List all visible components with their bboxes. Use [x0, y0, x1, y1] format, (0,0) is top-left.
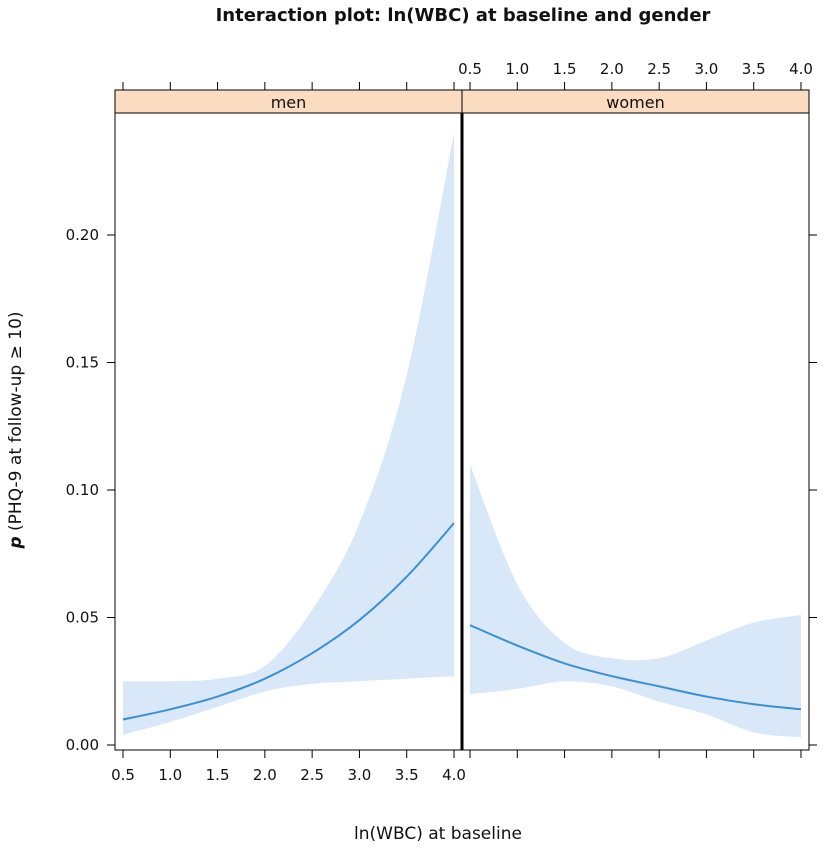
chart-title: Interaction plot: ln(WBC) at baseline an… [216, 5, 711, 26]
strip-label-women: women [606, 93, 664, 112]
y-tick-label-1: 0.05 [66, 609, 99, 627]
y-tick-label-4: 0.20 [66, 226, 99, 244]
strip-label-men: men [271, 93, 307, 112]
y-tick-label-3: 0.15 [66, 354, 99, 372]
x-tick-label-top-6: 3.5 [742, 60, 766, 78]
x-tick-label-bottom-3: 2.0 [253, 766, 277, 784]
confidence-band-women [470, 464, 801, 738]
x-tick-label-bottom-5: 3.0 [347, 766, 371, 784]
y-tick-label-0: 0.00 [66, 736, 99, 754]
x-tick-label-top-3: 2.0 [600, 60, 624, 78]
x-tick-label-bottom-2: 1.5 [206, 766, 230, 784]
x-tick-label-top-2: 1.5 [553, 60, 577, 78]
confidence-band-men [123, 133, 454, 735]
fit-line-men [122, 522, 455, 721]
y-tick-label-2: 0.10 [66, 481, 99, 499]
x-tick-label-bottom-0: 0.5 [111, 766, 135, 784]
fit-line-women [469, 624, 802, 711]
x-tick-label-bottom-7: 4.0 [442, 766, 466, 784]
x-tick-label-top-1: 1.0 [505, 60, 529, 78]
x-tick-label-bottom-6: 3.5 [395, 766, 419, 784]
x-tick-label-bottom-4: 2.5 [300, 766, 324, 784]
panels: men 0.5 1.0 1.5 2.0 2.5 3.0 3.5 4.0 women 0.5 1.0 1.… [66, 60, 817, 784]
x-tick-label-top-4: 2.5 [647, 60, 671, 78]
panel-women: women 0.5 1.0 1.5 2.0 2.5 3.0 3.5 4.0 [458, 60, 813, 758]
y-axis-label: p (PHQ-9 at follow-up ≥ 10) [6, 311, 26, 549]
y-axis-label-rest: (PHQ-9 at follow-up ≥ 10) [6, 311, 26, 536]
x-tick-label-top-0: 0.5 [458, 60, 482, 78]
x-tick-label-bottom-1: 1.0 [158, 766, 182, 784]
y-axis-label-p: p [6, 536, 26, 549]
x-tick-label-top-5: 3.0 [694, 60, 718, 78]
x-tick-label-top-7: 4.0 [789, 60, 813, 78]
panel-men: men 0.5 1.0 1.5 2.0 2.5 3.0 3.5 4.0 [111, 82, 466, 784]
x-axis-label: ln(WBC) at baseline [354, 824, 522, 844]
